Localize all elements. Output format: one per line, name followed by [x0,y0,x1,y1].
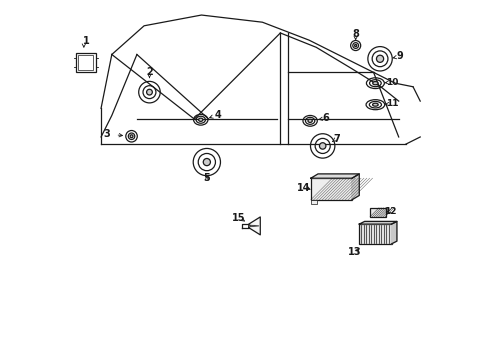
Text: 2: 2 [146,67,153,77]
Ellipse shape [307,119,312,122]
Bar [76,53,96,72]
Text: 1: 1 [82,36,89,46]
Polygon shape [351,174,359,200]
Ellipse shape [372,82,377,85]
Circle shape [354,44,356,46]
Circle shape [203,158,210,166]
Bar [359,224,391,244]
Text: 10: 10 [385,78,398,87]
Ellipse shape [372,103,377,106]
Text: 13: 13 [347,247,361,257]
Text: 5: 5 [203,173,210,183]
Bar [78,55,93,70]
Text: 3: 3 [103,129,110,139]
Text: 15: 15 [231,213,245,223]
Text: 11: 11 [385,99,398,108]
Polygon shape [391,221,396,244]
Polygon shape [359,221,396,224]
Circle shape [376,55,383,62]
Ellipse shape [198,118,203,121]
Text: 4: 4 [214,111,221,121]
Polygon shape [248,217,260,235]
Polygon shape [310,174,359,178]
Circle shape [319,143,325,149]
Text: 14: 14 [296,183,309,193]
Bar [369,208,386,217]
Bar [310,178,351,200]
Text: 12: 12 [383,207,396,216]
Bar [310,200,317,204]
Circle shape [146,89,152,95]
Text: 8: 8 [351,29,358,39]
Text: 6: 6 [322,113,328,123]
Circle shape [130,135,133,138]
Text: 9: 9 [395,51,402,61]
Polygon shape [249,225,258,226]
Text: 7: 7 [333,134,340,144]
